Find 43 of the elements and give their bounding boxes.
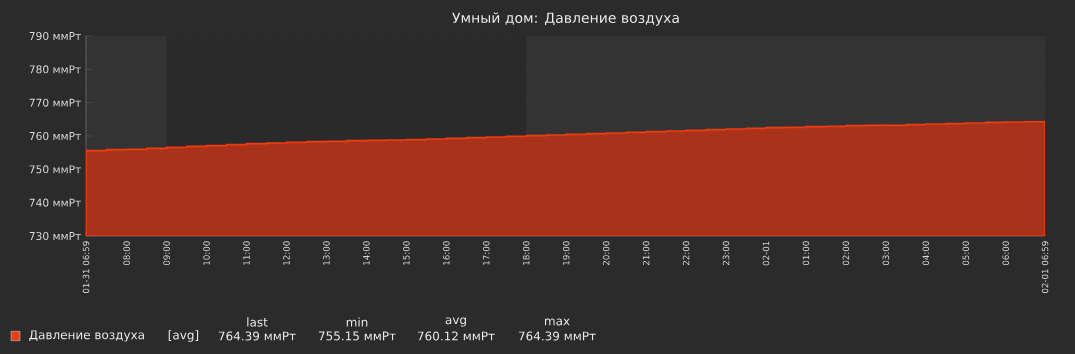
x-tick-label: 10:00 [203,241,210,265]
x-tick-label: 05:00 [962,241,970,266]
y-tick-label: 730 ммРт [29,231,81,241]
text: avg [445,317,466,327]
y-tick-label: 750 ммРт [29,165,81,174]
text: max [545,318,570,326]
x-tick-label: 23:00 [722,241,730,266]
x-tick-label: 16:00 [443,241,450,265]
text: 764.39 ммРт [218,331,296,341]
text: 755.15 ммРт [318,331,396,341]
x-tick-label: 11:00 [243,241,250,265]
x-tick-label: 02-01 [762,241,770,266]
x-tick-label: 20:00 [602,241,610,266]
text: min [346,317,368,327]
y-tick-label: 770 ммРт [29,98,81,107]
text: last [247,317,268,327]
text: 760.12 ммРт [417,331,495,341]
y-tick-label: 740 ммРт [29,198,81,207]
x-tick-label: 21:00 [642,241,650,266]
x-tick-label: 06:00 [1002,241,1009,266]
x-tick-label: 03:00 [882,241,890,266]
y-tick-label: 760 ммРт [29,131,81,141]
x-tick-label: 12:00 [283,241,290,265]
text: 764.39 ммРт [518,331,596,341]
y-tick-label: 790 ммРт [29,31,81,41]
x-tick-label: 17:00 [482,241,490,265]
x-tick-label: 02-01 06:59 [1041,241,1049,294]
text: [avg] [168,330,199,342]
y-tick-label: 780 ммРт [29,65,81,74]
x-tick-label: 13:00 [323,241,330,265]
legend-label: Давление воздуха [29,330,144,342]
x-tick-label: 15:00 [403,241,410,265]
x-tick-label: 01-31 06:59 [82,241,90,294]
x-tick-label: 22:00 [682,241,690,266]
chart-title: Умный дом: Давление воздуха [452,12,679,26]
x-tick-label: 08:00 [123,241,130,266]
x-tick-label: 14:00 [363,241,370,265]
x-tick-label: 18:00 [522,241,530,265]
x-tick-label: 19:00 [562,241,570,265]
x-tick-label: 09:00 [163,241,170,266]
x-tick-label: 02:00 [842,241,850,266]
x-tick-label: 04:00 [922,241,930,266]
x-tick-label: 01:00 [802,241,810,266]
